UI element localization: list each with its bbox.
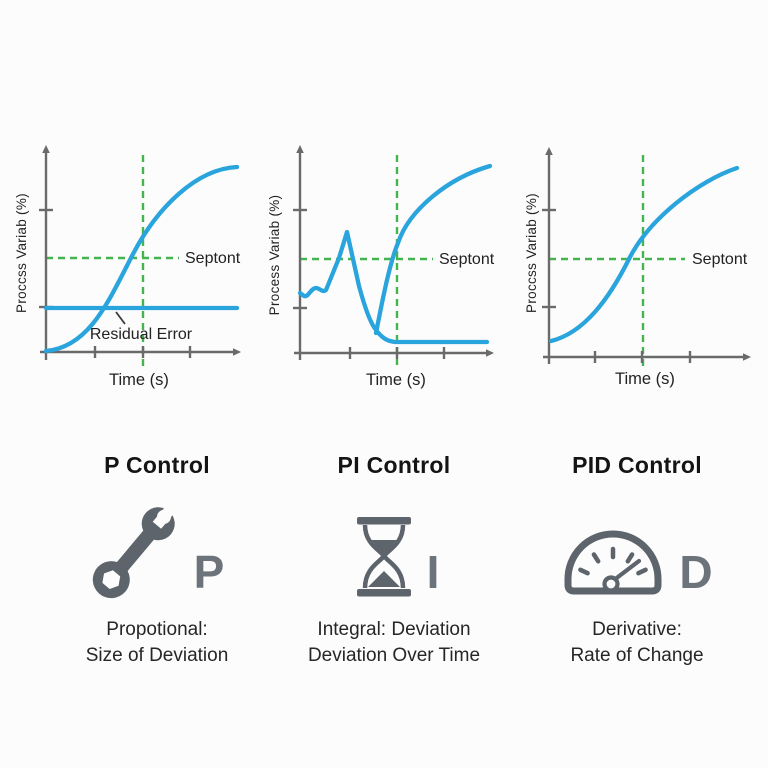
setpoint-label: Septont [692, 251, 748, 268]
x-axis-label: Time (s) [615, 370, 675, 388]
x-axis [543, 351, 751, 363]
y-axis [542, 147, 556, 364]
response-curve-corrected [373, 163, 493, 336]
section-title-pi: PI Control [337, 452, 451, 478]
description-line-1: Derivative: [592, 619, 682, 640]
description-line-2: Rate of Change [570, 645, 704, 667]
response-curve-oscillating [297, 229, 490, 345]
x-axis-label: Time (s) [109, 371, 169, 389]
gauge-icon [564, 530, 662, 595]
description-line-1: Propotional: [106, 619, 208, 640]
description-line-1: Integral: Deviation [317, 619, 471, 640]
p-control-chart: Residual Error Septont Proccss Variab (%… [14, 145, 241, 389]
pi-icon-row: I [274, 501, 514, 601]
hourglass-icon [356, 517, 411, 597]
letter-p: P [193, 546, 225, 598]
letter-d: D [679, 546, 713, 598]
p-icon-row: P [37, 501, 277, 601]
annotation-pointer [115, 311, 126, 325]
section-title-p: P Control [104, 452, 210, 478]
x-axis [40, 346, 241, 358]
description-line-2: Size of Deviation [85, 645, 229, 667]
y-axis [293, 145, 307, 360]
pid-icon-row: D [517, 501, 757, 601]
pi-description: Integral: Deviation Deviation Over Time [274, 617, 514, 669]
pid-control-chart: Septont Proccss Variab (%) Time (s) [524, 147, 751, 388]
p-description: Propotional: Size of Deviation [37, 617, 277, 669]
pi-control-section: PI Control I Integral: Deviation Deviati… [274, 440, 514, 669]
pid-description: Derivative: Rate of Change [517, 617, 757, 669]
description-line-2: Deviation Over Time [307, 645, 481, 667]
p-control-section: P Control P Propotional: Size of Deviati… [37, 440, 277, 669]
pid-control-section: PID Control D Derivat [517, 440, 757, 669]
residual-error-label: Residual Error [90, 326, 193, 343]
pi-control-chart: Septont Process Variab (%) Time (s) [267, 145, 495, 389]
setpoint-label: Septont [439, 251, 495, 268]
y-axis-label: Proccss Variab (%) [14, 193, 29, 313]
y-axis [39, 145, 53, 360]
response-curve [548, 165, 740, 344]
x-axis-label: Time (s) [366, 371, 426, 389]
y-axis-label: Process Variab (%) [267, 195, 282, 316]
letter-i: I [426, 546, 440, 598]
wrench-icon [92, 501, 179, 599]
response-curve [43, 164, 240, 354]
setpoint-label: Septont [185, 250, 241, 267]
x-axis [294, 347, 494, 359]
y-axis-label: Proccss Variab (%) [524, 193, 539, 313]
section-title-pid: PID Control [572, 452, 702, 478]
